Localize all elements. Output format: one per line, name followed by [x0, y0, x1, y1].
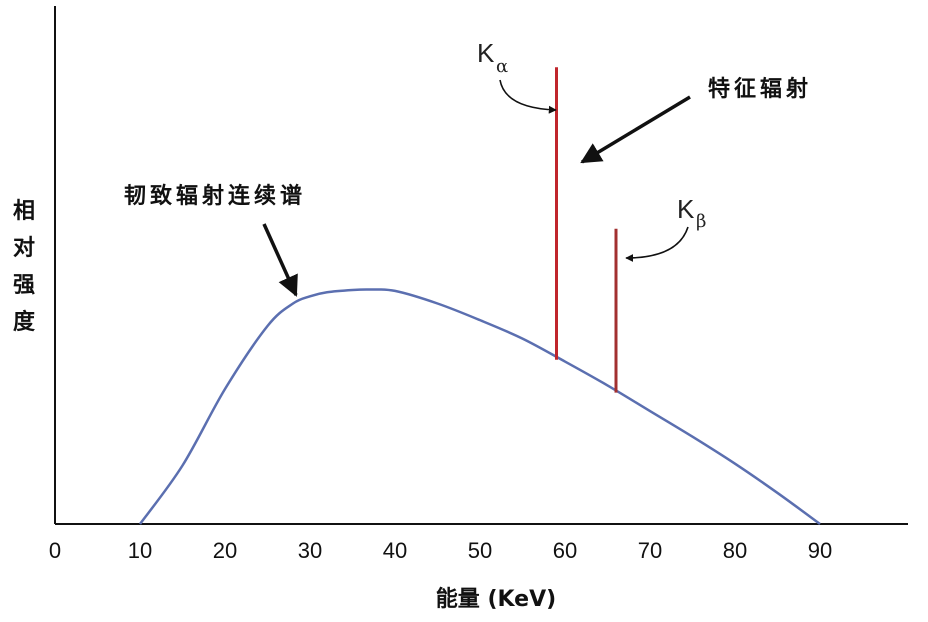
x-tick-label-40: 40: [383, 538, 407, 563]
x-tick-label-80: 80: [723, 538, 747, 563]
y-axis-title-char: 度: [13, 309, 36, 335]
y-axis-title-char: 强: [13, 273, 35, 298]
svg-text:K: K: [477, 38, 495, 68]
x-axis-title: 能量 (KeV): [436, 586, 556, 612]
svg-text:β: β: [696, 211, 706, 232]
x-tick-label-10: 10: [128, 538, 152, 563]
continuous-spectrum-line: [138, 288, 821, 526]
k-beta-pointer-arrow: [625, 226, 689, 262]
svg-text:α: α: [496, 56, 508, 77]
x-tick-label-0: 0: [49, 538, 61, 563]
svg-text:K: K: [677, 194, 695, 224]
characteristic-radiation-label: 特征辐射: [708, 76, 812, 102]
y-axis-title-char: 对: [13, 236, 35, 261]
k-alpha-label: K α: [477, 38, 508, 77]
x-tick-group: 0 10 20 30 40 50 60 70 80 90: [49, 538, 832, 563]
k-beta-label: K β: [677, 194, 706, 232]
x-tick-label-60: 60: [553, 538, 577, 563]
continuous-arrow: [262, 223, 298, 297]
characteristic-arrow: [580, 95, 691, 164]
x-tick-label-20: 20: [213, 538, 237, 563]
x-tick-label-30: 30: [298, 538, 322, 563]
x-tick-label-50: 50: [468, 538, 492, 563]
continuous-spectrum-label: 韧致辐射连续谱: [124, 183, 306, 209]
k-alpha-pointer-arrow: [499, 79, 557, 114]
x-tick-label-90: 90: [808, 538, 832, 563]
x-tick-label-70: 70: [638, 538, 662, 563]
y-axis-title-char: 相: [13, 199, 35, 224]
